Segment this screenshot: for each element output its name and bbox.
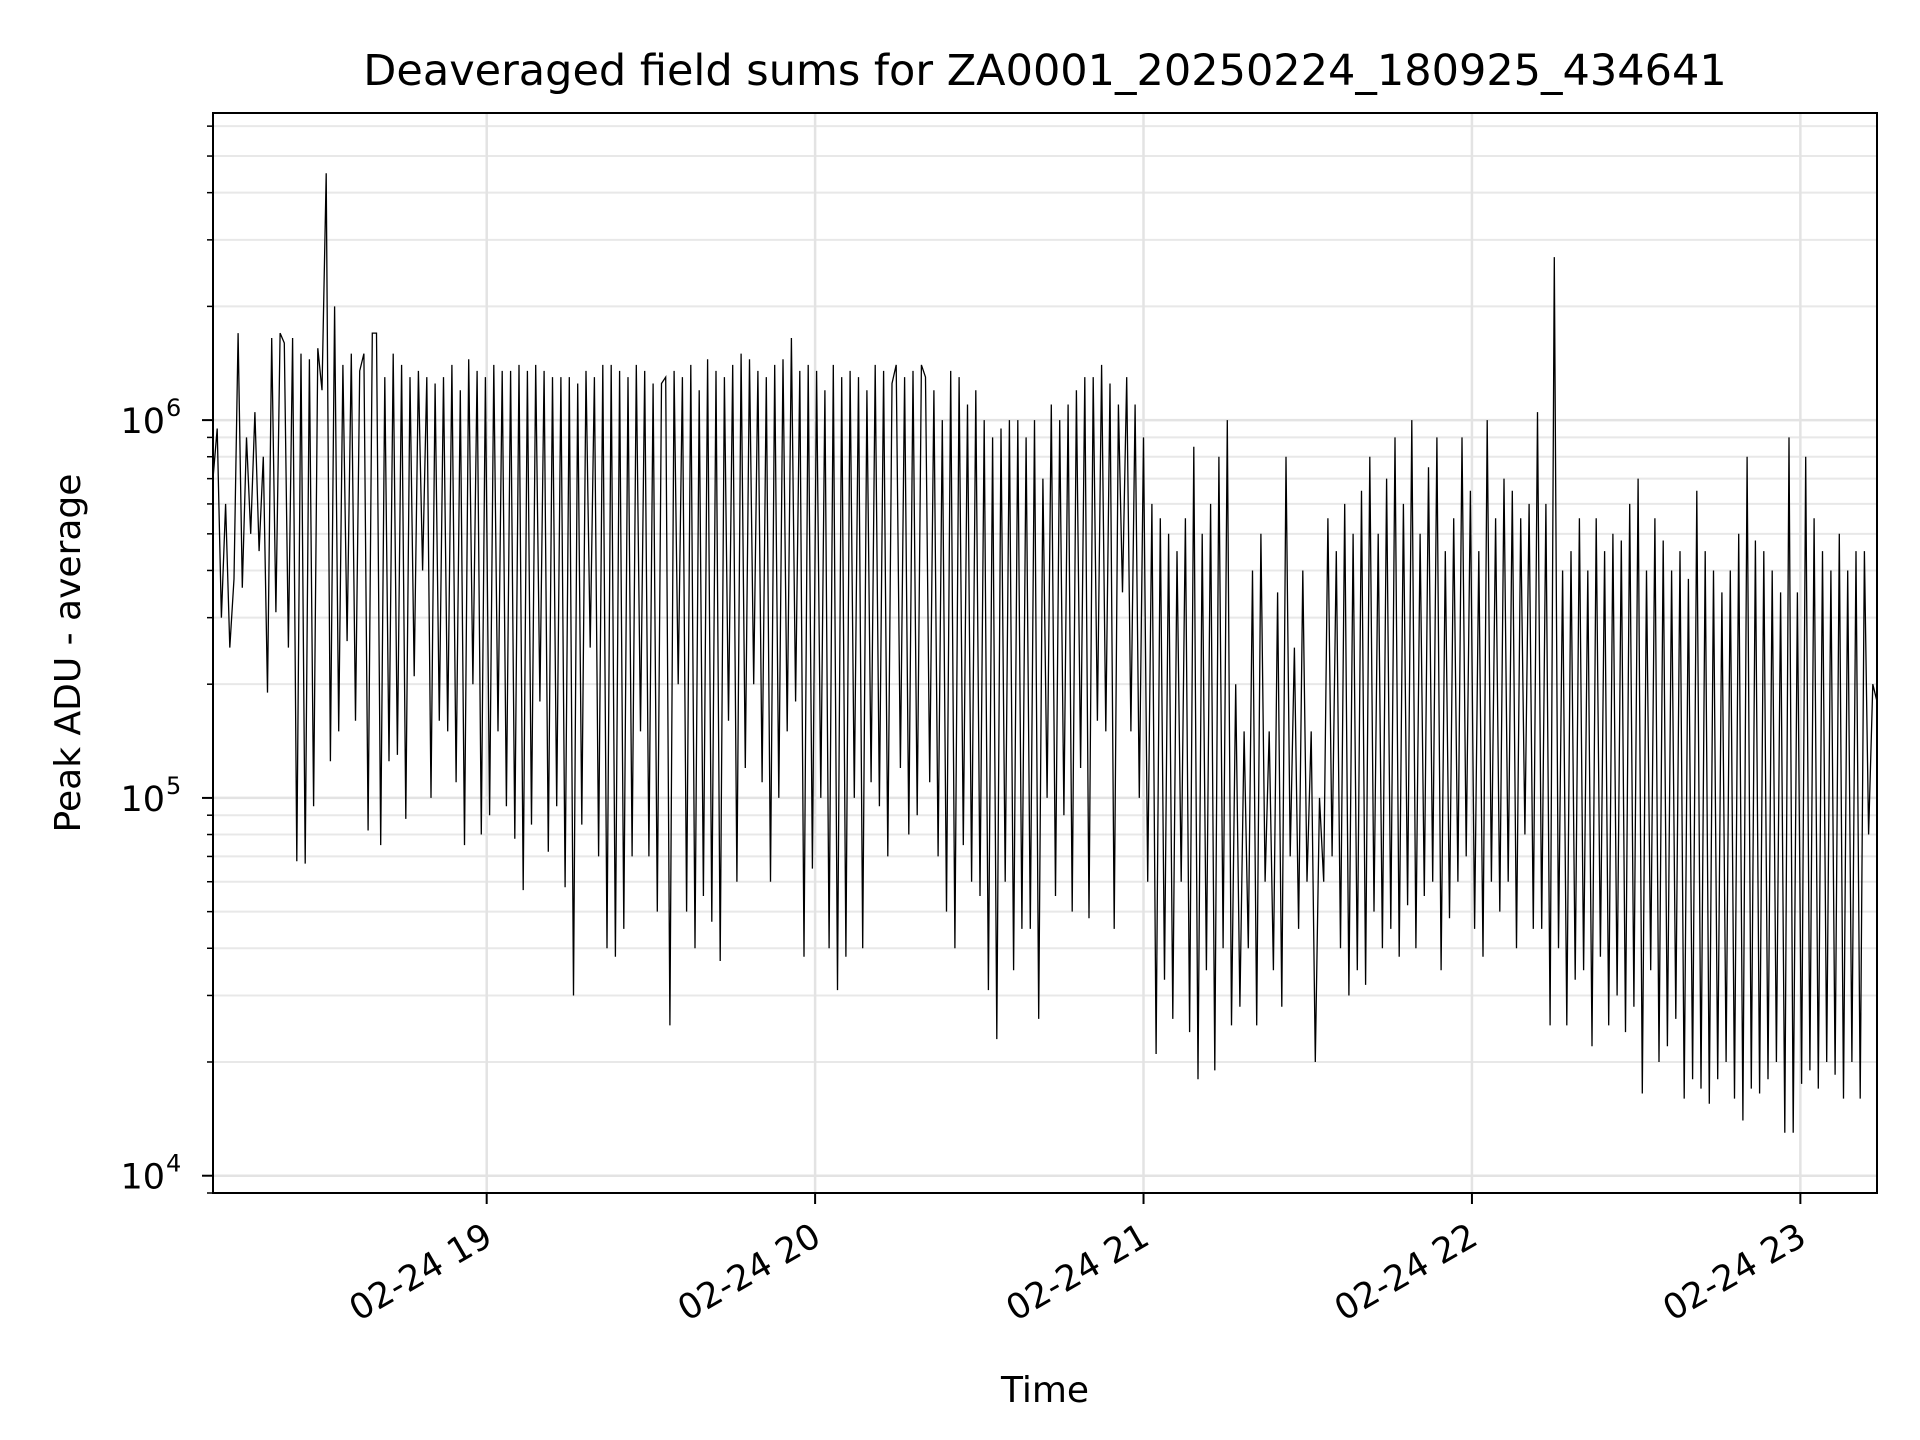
y-tick-label: 10	[120, 402, 165, 442]
plot-frame	[212, 112, 1878, 1194]
y-tick-exponent: 4	[166, 1150, 181, 1178]
y-tick-label: 10	[120, 780, 165, 820]
y-tick-exponent: 5	[166, 772, 181, 800]
chart-title: Deaveraged field sums for ZA0001_2025022…	[363, 46, 1726, 96]
y-axis-label: Peak ADU - average	[48, 474, 89, 833]
y-tick-label: 10	[120, 1158, 165, 1198]
data-layer	[212, 173, 1878, 1133]
series-line	[212, 173, 1878, 1133]
x-axis-label: Time	[1000, 1370, 1089, 1411]
y-tick-exponent: 6	[166, 394, 181, 422]
